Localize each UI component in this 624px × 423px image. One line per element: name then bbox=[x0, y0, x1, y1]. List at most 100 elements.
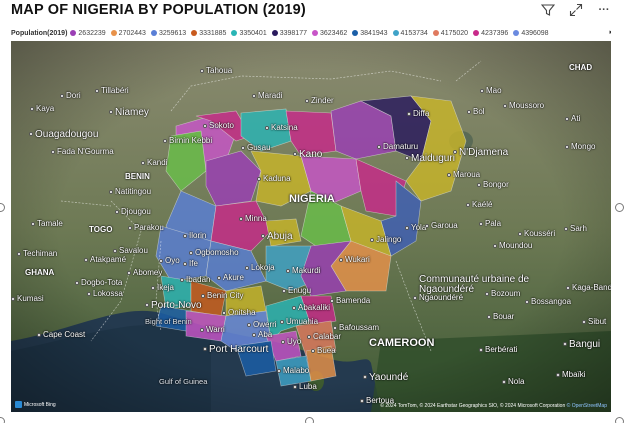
resize-handle-left[interactable] bbox=[0, 203, 5, 212]
legend-color-swatch bbox=[513, 30, 520, 36]
resize-handle-bottom-right[interactable] bbox=[615, 417, 624, 423]
place-label: Ati bbox=[571, 114, 581, 123]
resize-handle-right[interactable] bbox=[615, 203, 624, 212]
place-label: Aba bbox=[258, 330, 273, 339]
city-marker-icon bbox=[502, 380, 506, 384]
place-label: Maradi bbox=[258, 91, 283, 100]
place-label: Abuja bbox=[267, 231, 293, 242]
place-label: Yola bbox=[411, 223, 427, 232]
city-marker-icon bbox=[257, 177, 261, 181]
legend-item-label: 3259613 bbox=[158, 29, 187, 37]
city-marker-icon bbox=[84, 258, 88, 262]
city-marker-icon bbox=[141, 161, 145, 165]
place-label: Tahoua bbox=[206, 66, 233, 75]
city-marker-icon bbox=[493, 244, 497, 248]
place-label: Nola bbox=[508, 377, 525, 386]
place-label: Bamenda bbox=[336, 296, 371, 305]
legend-scroll-right-icon[interactable]: ▸ bbox=[609, 28, 611, 36]
place-label: Minna bbox=[245, 214, 267, 223]
city-marker-icon bbox=[183, 262, 187, 266]
city-marker-icon bbox=[286, 269, 290, 273]
legend-color-swatch bbox=[473, 30, 480, 36]
legend-item[interactable]: 4396098 bbox=[513, 30, 549, 37]
legend-item[interactable]: 2702443 bbox=[110, 30, 146, 37]
legend-item[interactable]: 3259613 bbox=[150, 29, 187, 37]
city-marker-icon bbox=[201, 294, 205, 298]
place-label: Gusau bbox=[247, 143, 271, 152]
focus-mode-icon[interactable] bbox=[565, 1, 587, 19]
country-label: CAMEROON bbox=[369, 337, 435, 349]
place-label: Kaga-Bandoro bbox=[572, 283, 611, 292]
city-marker-icon bbox=[280, 320, 284, 324]
place-label: Atakpamé bbox=[90, 255, 127, 264]
resize-handle-bottom[interactable] bbox=[305, 417, 314, 423]
more-options-icon[interactable]: ··· bbox=[598, 4, 610, 16]
place-label: Mbaïki bbox=[562, 370, 586, 379]
place-label: Abomey bbox=[133, 268, 163, 277]
place-label: Birnin Kebbi bbox=[169, 136, 213, 145]
city-marker-icon bbox=[485, 292, 489, 296]
place-label: Katsina bbox=[271, 123, 298, 132]
place-label: Bossangoa bbox=[531, 297, 572, 306]
legend-color-swatch bbox=[312, 30, 318, 36]
city-marker-icon bbox=[75, 281, 79, 285]
filter-icon[interactable] bbox=[537, 1, 559, 19]
city-marker-icon bbox=[447, 173, 451, 177]
city-marker-icon bbox=[305, 99, 309, 103]
city-marker-icon bbox=[252, 94, 256, 98]
place-label: Pala bbox=[485, 219, 502, 228]
city-marker-icon bbox=[311, 349, 315, 353]
bing-logo-text: Microsoft Bing bbox=[24, 401, 56, 408]
city-marker-icon bbox=[339, 258, 343, 262]
legend-item[interactable]: 3841943 bbox=[352, 30, 388, 37]
place-label: Lokossa bbox=[93, 289, 123, 298]
city-marker-icon bbox=[466, 203, 470, 207]
place-label: Mongo bbox=[571, 142, 596, 151]
place-label: Natitingou bbox=[115, 187, 152, 196]
legend-item[interactable]: 3623462 bbox=[312, 30, 347, 37]
place-label: Porto-Novo bbox=[151, 300, 202, 311]
city-marker-icon bbox=[360, 399, 364, 403]
place-label: Niamey bbox=[115, 107, 149, 118]
place-label: Dogbo-Tota bbox=[81, 278, 123, 287]
city-marker-icon bbox=[453, 150, 457, 154]
legend-item-label: 2632239 bbox=[78, 29, 106, 37]
city-marker-icon bbox=[277, 369, 281, 373]
city-marker-icon bbox=[293, 152, 297, 156]
city-marker-icon bbox=[413, 296, 417, 300]
legend-item[interactable]: 4175020 bbox=[432, 30, 468, 37]
place-label: Savalou bbox=[119, 246, 148, 255]
legend-item[interactable]: 3350401 bbox=[231, 30, 267, 37]
legend-item-label: 4153734 bbox=[400, 29, 428, 37]
resize-handle-bottom-left[interactable] bbox=[0, 417, 5, 423]
place-label: Sokoto bbox=[209, 121, 234, 130]
place-label: Berbérati bbox=[485, 345, 518, 354]
legend-item[interactable]: 3331885 bbox=[191, 30, 226, 37]
osm-link[interactable]: © OpenStreetMap bbox=[566, 403, 607, 409]
city-marker-icon bbox=[31, 222, 35, 226]
place-label: Bozoum bbox=[491, 289, 521, 298]
city-marker-icon bbox=[479, 348, 483, 352]
legend-title: Population(2019) bbox=[11, 29, 68, 37]
map-visual-container[interactable]: MAP OF NIGERIA BY POPULATION (2019) ··· … bbox=[3, 0, 619, 423]
place-label: Dori bbox=[66, 91, 81, 100]
place-label: Malabo bbox=[283, 366, 310, 375]
city-marker-icon bbox=[37, 333, 41, 337]
place-label: Benin City bbox=[207, 291, 244, 300]
city-marker-icon bbox=[30, 107, 34, 111]
city-marker-icon bbox=[261, 234, 265, 238]
legend-item[interactable]: 4153734 bbox=[392, 29, 428, 37]
map-canvas[interactable]: Tahoua Maradi Zinder Tillabéri Dori Kaya Niame… bbox=[11, 41, 611, 412]
city-marker-icon bbox=[282, 289, 286, 293]
legend-item[interactable]: 2632239 bbox=[70, 29, 106, 37]
city-marker-icon bbox=[565, 117, 569, 121]
place-label: Moundou bbox=[499, 241, 533, 250]
place-label: Yaoundé bbox=[369, 372, 409, 383]
place-label: Moussoro bbox=[509, 101, 545, 110]
legend-item[interactable]: 4237396 bbox=[473, 30, 508, 37]
city-marker-icon bbox=[200, 328, 204, 332]
place-label: Kano bbox=[299, 149, 323, 160]
legend-item[interactable]: 3398177 bbox=[271, 30, 307, 37]
city-marker-icon bbox=[203, 347, 207, 351]
place-label: Warri bbox=[206, 325, 225, 334]
